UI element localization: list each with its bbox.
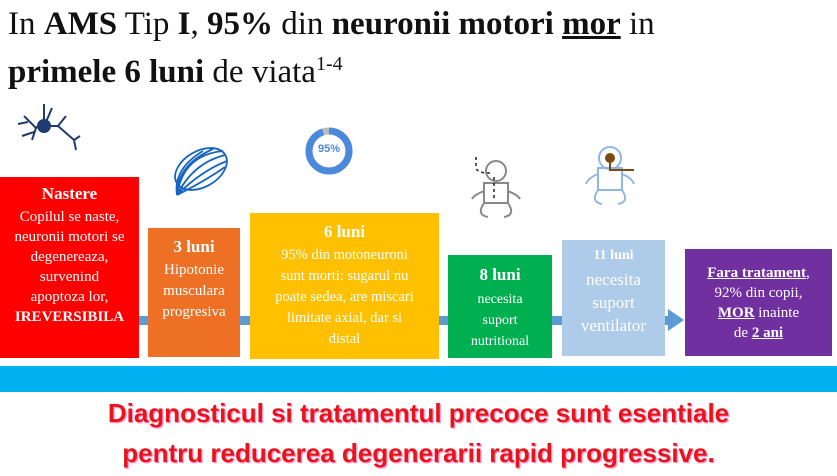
stage-fara-tratament: Fara tratament, 92% din copii, MOR inain… (685, 249, 832, 356)
stage-text: Copilul se naste, (19, 209, 120, 225)
stage-text: survenind (39, 269, 100, 285)
donut-arc (305, 127, 353, 175)
stage-heading: 3 luni (173, 237, 215, 256)
stage-text: degenereaza, (30, 249, 109, 265)
stage-text: MOR inainte (717, 305, 800, 321)
stage-text: poate sedea, are miscari (275, 289, 414, 305)
stage-text: necesita (477, 292, 523, 307)
stage-3-luni: 3 luni Hipotonie musculara progresiva (148, 228, 240, 357)
slide-title: In AMS Tip I, 95% din neuronii motori mo… (8, 6, 655, 90)
stage-6-luni: 6 luni 95% din motoneuroni sunt morti: s… (250, 213, 439, 359)
baby-feeding-tube-icon (471, 157, 521, 218)
stage-text: suport (482, 313, 518, 328)
stage-text: apoptoza lor, (30, 289, 109, 305)
stage-heading: 8 luni (479, 265, 521, 284)
stage-text: de 2 ani (733, 325, 784, 341)
stage-text: neuronii motori se (14, 229, 125, 245)
muscle-icon (174, 147, 228, 196)
stage-text: nutritional (470, 334, 530, 349)
stage-text: ventilator (580, 316, 647, 335)
stage-heading: 6 luni (323, 222, 366, 241)
stage-text: Fara tratament, (707, 265, 810, 281)
stage-8-luni: 8 luni necesita suport nutritional (448, 255, 552, 358)
baby-ventilator-icon (585, 146, 635, 205)
stage-heading: 11 luni (593, 248, 634, 263)
stage-text: musculara (163, 283, 225, 299)
neuron-icon (17, 104, 81, 151)
donut-label: 95% (317, 143, 341, 155)
stage-heading: Nastere (41, 184, 98, 203)
stage-text: necesita (586, 270, 641, 289)
stage-11-luni: 11 luni necesita suport ventilator (562, 240, 665, 356)
stage-text: distal (328, 331, 361, 347)
stage-emphasis: IREVERSIBILA (14, 309, 125, 325)
stage-nastere: Nastere Copilul se naste, neuronii motor… (0, 177, 139, 358)
stage-text: suport (592, 293, 635, 312)
timeline-arrowhead (668, 309, 684, 331)
footer-line-2: pentru reducerea degenerarii rapid progr… (122, 438, 715, 468)
stage-text: limitate axial, dar si (286, 310, 403, 326)
footer-line-1: Diagnosticul si tratamentul precoce sunt… (107, 398, 730, 428)
donut-chart-icon: 95% (305, 127, 353, 175)
stage-text: progresiva (162, 304, 226, 320)
stage-text: 92% din copii, (714, 285, 803, 301)
stage-text: sunt morti: sugarul nu (280, 268, 409, 284)
stage-text: Hipotonie (164, 262, 224, 278)
stage-text: 95% din motoneuroni (281, 247, 408, 263)
divider-bar (0, 366, 837, 392)
